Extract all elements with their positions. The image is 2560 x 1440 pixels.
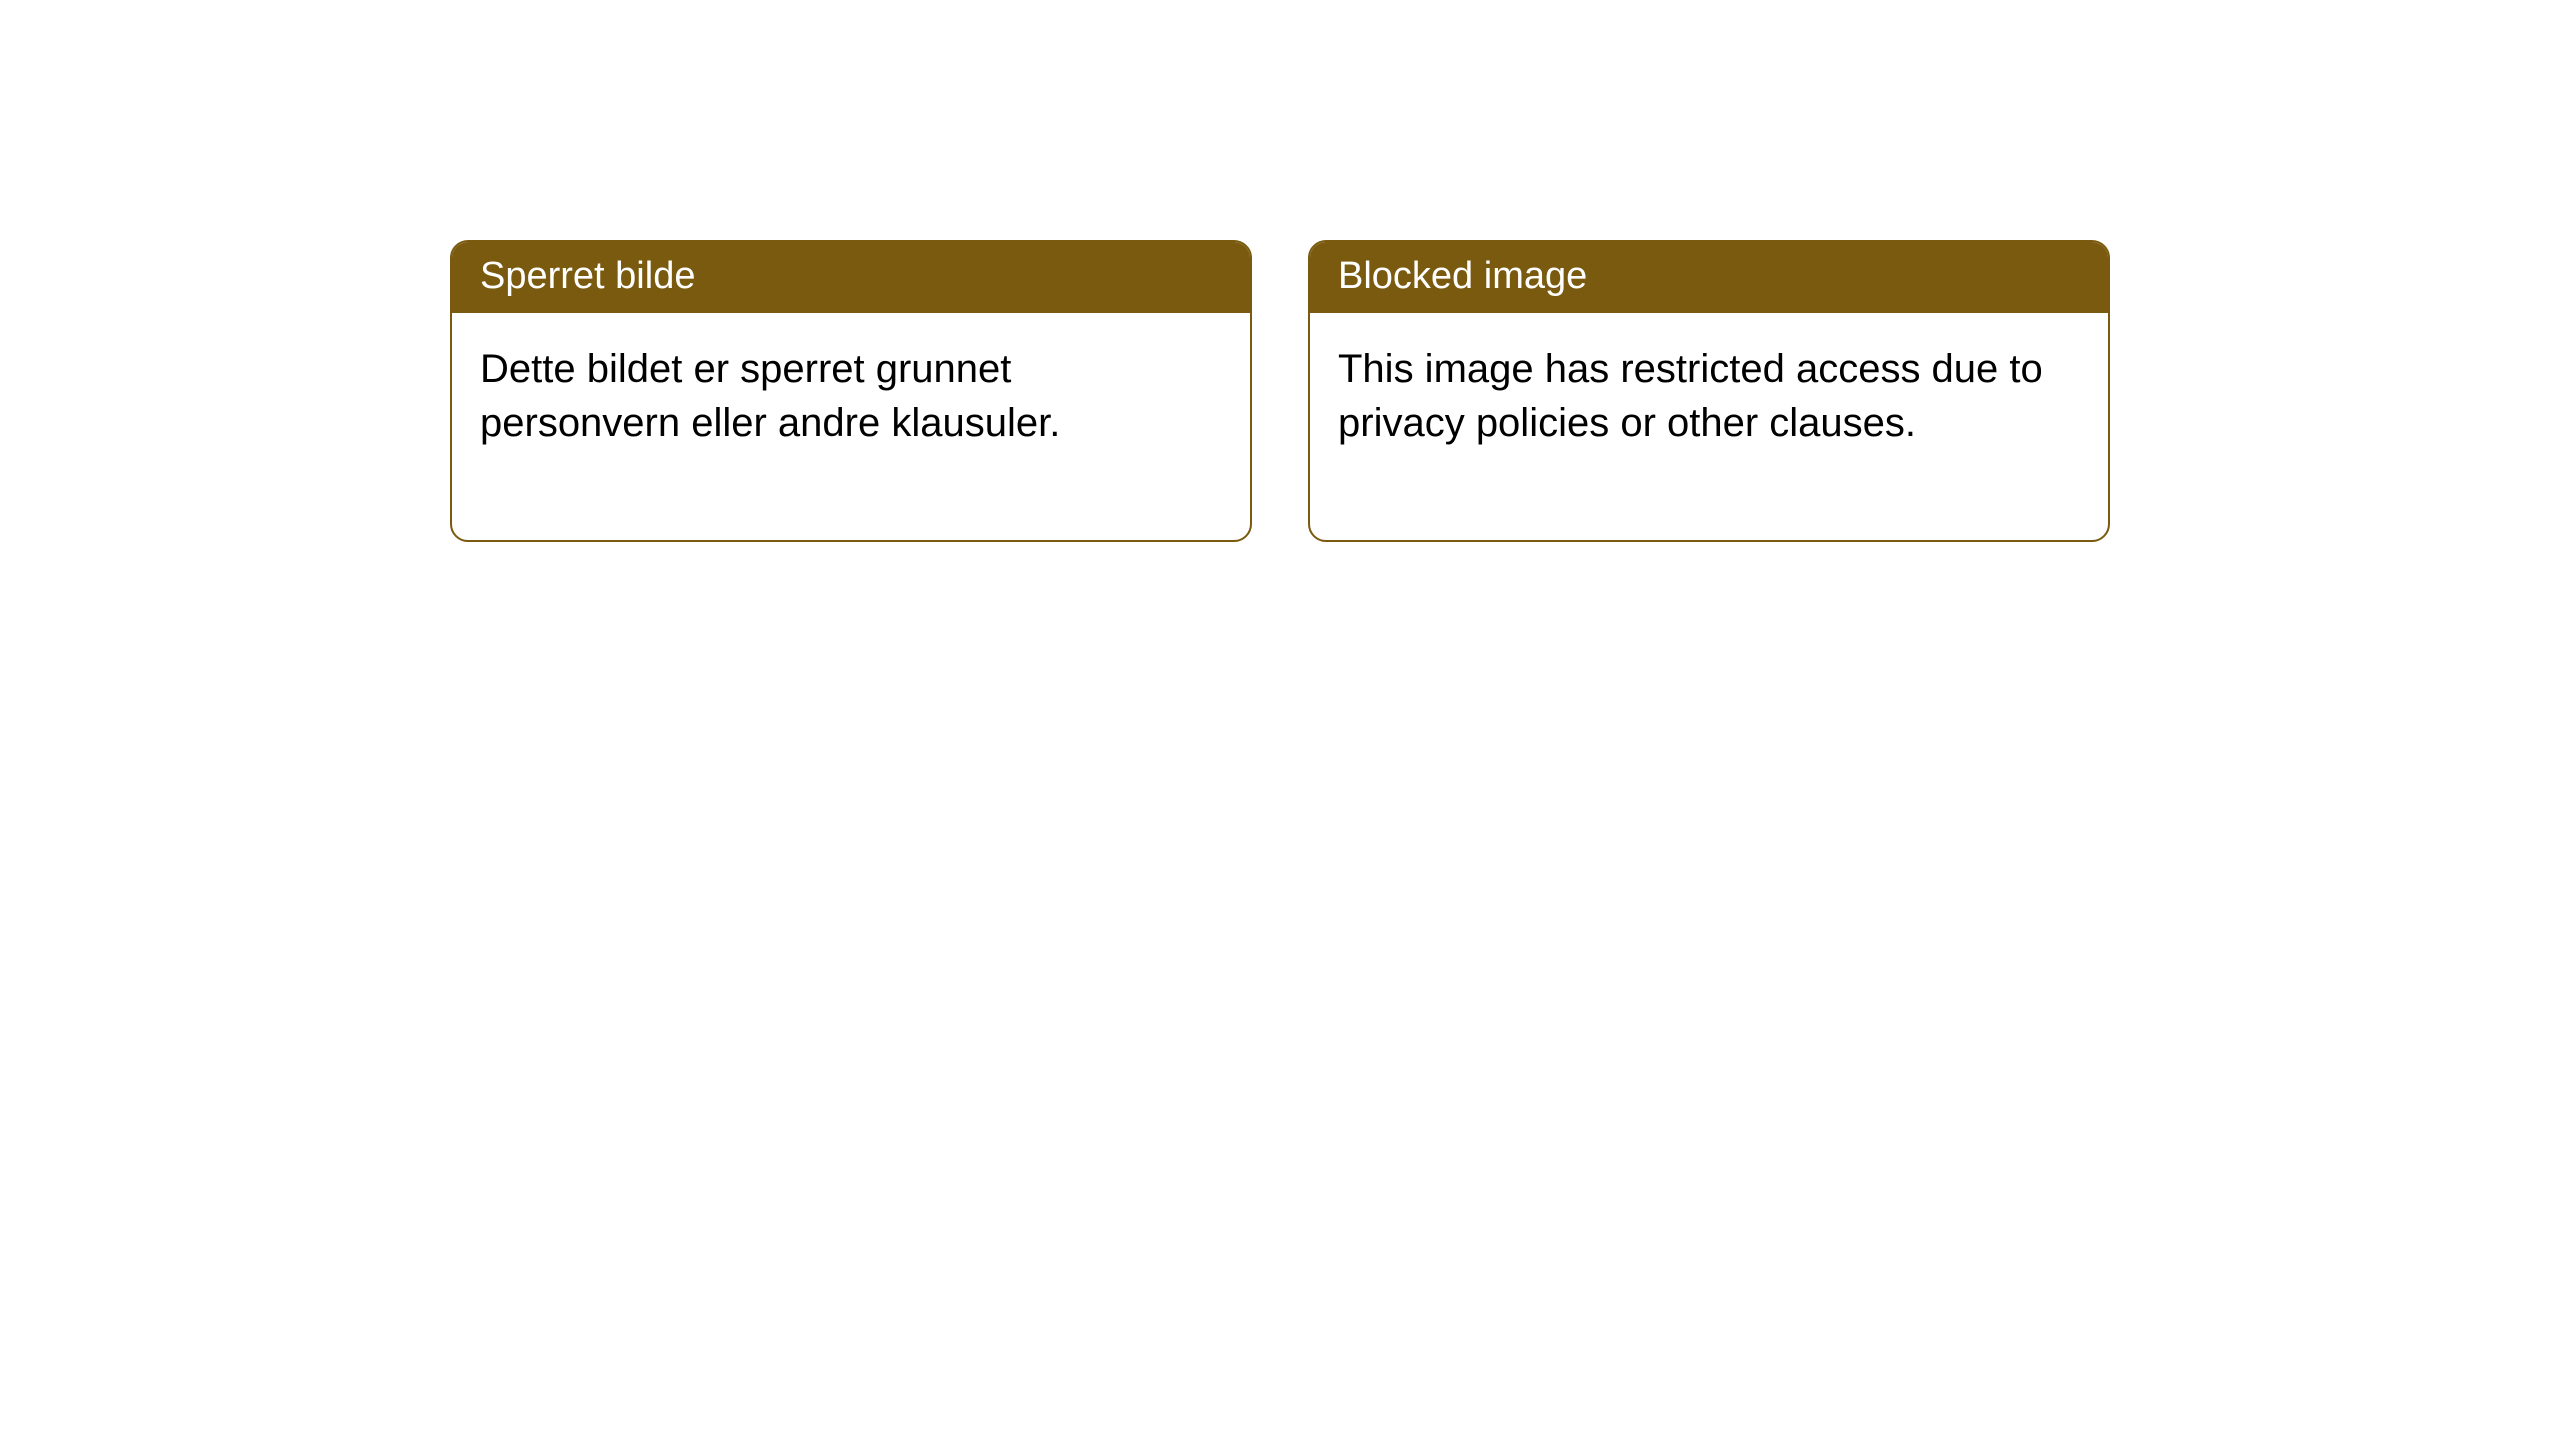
notice-body: This image has restricted access due to … [1310,313,2108,539]
notice-body: Dette bildet er sperret grunnet personve… [452,313,1250,539]
notice-header: Blocked image [1310,242,2108,313]
notice-card-english: Blocked image This image has restricted … [1308,240,2110,542]
notice-container: Sperret bilde Dette bildet er sperret gr… [0,0,2560,542]
notice-card-norwegian: Sperret bilde Dette bildet er sperret gr… [450,240,1252,542]
notice-header: Sperret bilde [452,242,1250,313]
